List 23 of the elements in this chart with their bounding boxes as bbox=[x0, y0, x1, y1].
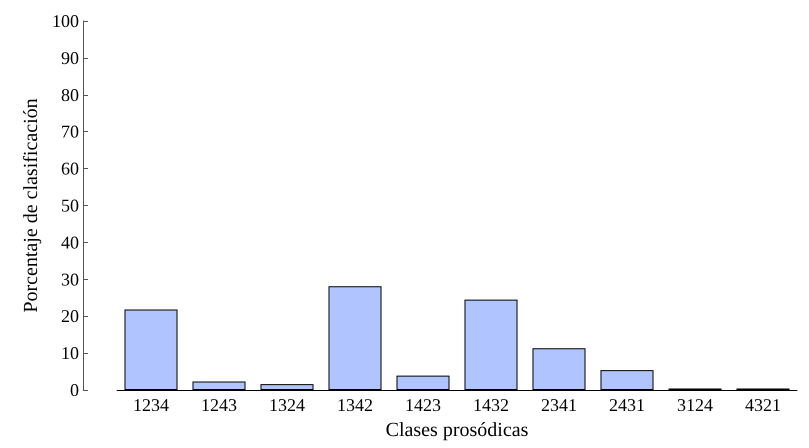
y-tick-label: 10 bbox=[61, 343, 79, 364]
y-axis-title: Porcentaje de clasificación bbox=[20, 98, 42, 313]
x-axis-title: Clases prosódicas bbox=[386, 419, 529, 441]
x-tick-label: 1234 bbox=[133, 395, 169, 415]
x-tick-label: 1324 bbox=[269, 395, 305, 415]
x-tick-label: 4321 bbox=[745, 395, 781, 415]
x-tick-label: 1432 bbox=[473, 395, 509, 415]
y-tick-label: 60 bbox=[61, 158, 79, 179]
y-tick-label: 50 bbox=[61, 196, 79, 216]
x-tick-label: 3124 bbox=[677, 395, 713, 415]
y-tick-label: 0 bbox=[70, 380, 79, 400]
x-tick-label: 1243 bbox=[201, 395, 237, 415]
y-tick-label: 80 bbox=[61, 84, 79, 105]
y-tick-label: 100 bbox=[52, 11, 79, 31]
y-tick-label: 30 bbox=[61, 269, 79, 290]
x-tick-label: 2431 bbox=[609, 395, 645, 415]
y-tick-label: 40 bbox=[61, 232, 79, 252]
x-tick-label: 1423 bbox=[405, 395, 441, 415]
y-tick-label: 70 bbox=[61, 122, 79, 142]
x-tick-label: 2341 bbox=[541, 395, 577, 415]
y-tick-label: 90 bbox=[61, 48, 79, 68]
x-tick-label: 1342 bbox=[337, 395, 373, 415]
y-tick-label: 20 bbox=[61, 306, 79, 326]
